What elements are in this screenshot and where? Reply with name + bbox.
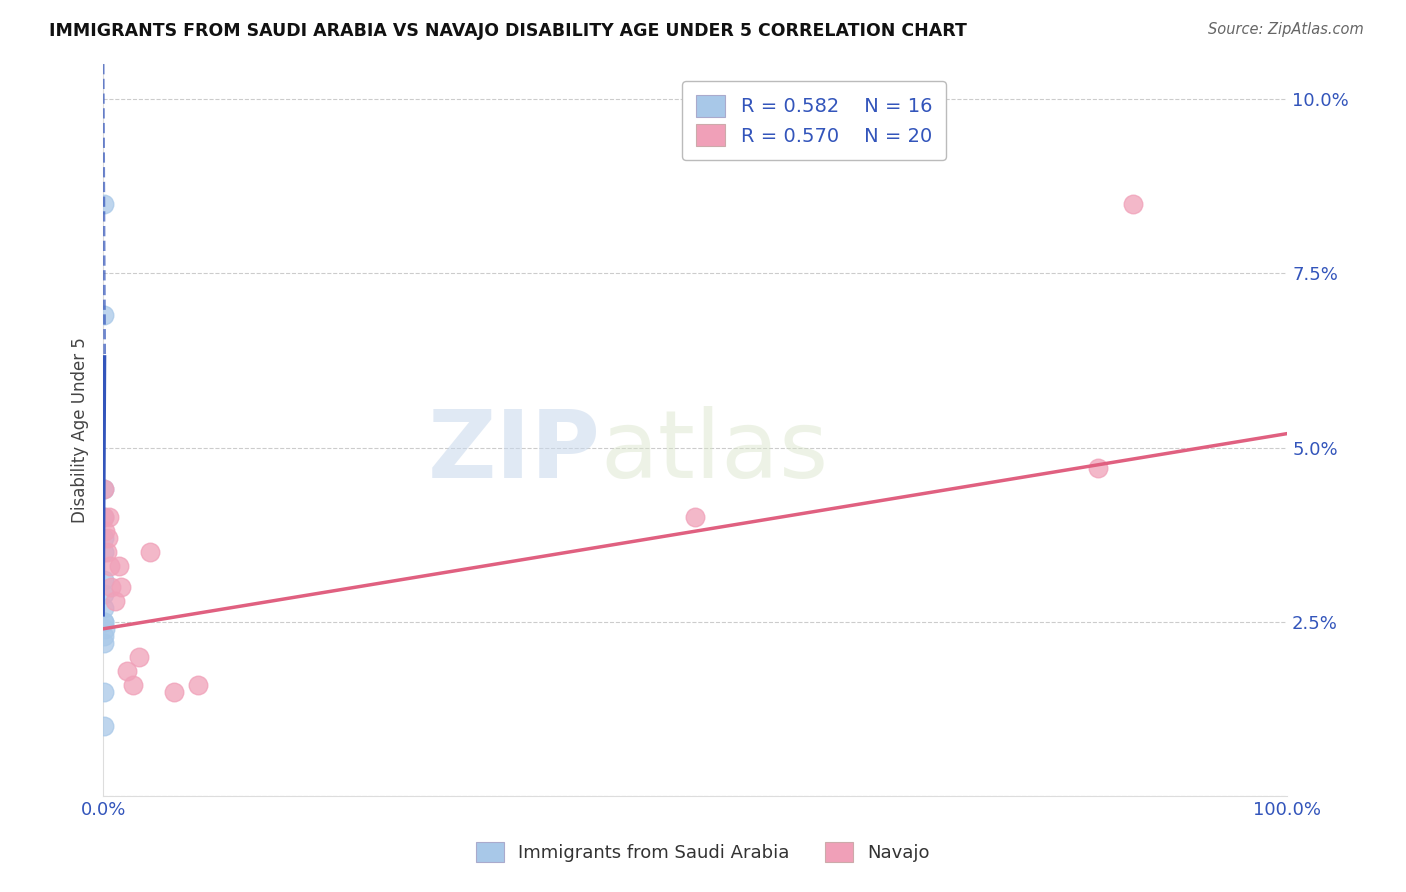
Point (94, 524, 117, 539)
Point (104, 594, 127, 608)
Point (110, 580, 132, 594)
Point (163, 684, 186, 698)
Point (187, 677, 209, 691)
Point (93, 587, 115, 601)
Text: IMMIGRANTS FROM SAUDI ARABIA VS NAVAJO DISABILITY AGE UNDER 5 CORRELATION CHART: IMMIGRANTS FROM SAUDI ARABIA VS NAVAJO D… (49, 22, 967, 40)
Point (97, 531, 120, 545)
Point (93, 719, 115, 733)
Point (93, 545, 115, 559)
Point (93, 483, 115, 497)
Point (98, 559, 121, 574)
Point (93, 483, 115, 497)
Point (98, 510, 121, 524)
Point (683, 510, 706, 524)
Point (93, 629, 115, 643)
Point (93, 615, 115, 629)
Point (139, 545, 162, 559)
Point (93, 636, 115, 650)
Point (93, 196, 115, 211)
Point (93, 510, 115, 524)
Point (93, 622, 115, 636)
Point (128, 649, 150, 664)
Point (93, 615, 115, 629)
Point (93, 601, 115, 615)
Text: ZIP: ZIP (427, 406, 600, 498)
Point (1087, 461, 1109, 475)
Legend: Immigrants from Saudi Arabia, Navajo: Immigrants from Saudi Arabia, Navajo (470, 834, 936, 870)
Point (1122, 196, 1144, 211)
Legend: R = 0.582    N = 16, R = 0.570    N = 20: R = 0.582 N = 16, R = 0.570 N = 20 (682, 81, 946, 160)
Point (93, 573, 115, 587)
Text: atlas: atlas (600, 406, 828, 498)
Point (93, 684, 115, 698)
Point (96, 545, 118, 559)
Point (107, 559, 129, 574)
Point (93, 531, 115, 545)
Y-axis label: Disability Age Under 5: Disability Age Under 5 (72, 337, 89, 523)
Text: Source: ZipAtlas.com: Source: ZipAtlas.com (1208, 22, 1364, 37)
Point (93, 510, 115, 524)
Point (121, 677, 143, 691)
Point (93, 308, 115, 322)
Point (115, 664, 138, 678)
Point (100, 580, 122, 594)
